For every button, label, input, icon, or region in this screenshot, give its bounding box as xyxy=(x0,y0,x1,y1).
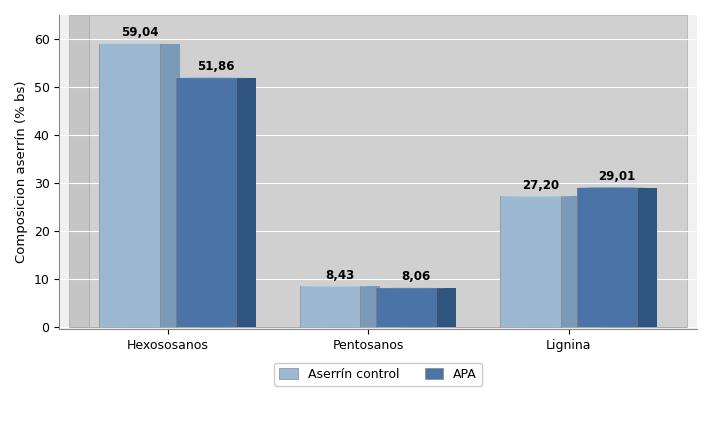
Text: 8,06: 8,06 xyxy=(402,270,431,283)
Bar xyxy=(501,197,560,327)
Polygon shape xyxy=(236,78,256,327)
Bar xyxy=(300,286,360,327)
Bar xyxy=(176,78,236,327)
Ellipse shape xyxy=(501,196,560,197)
Polygon shape xyxy=(637,187,657,327)
Ellipse shape xyxy=(376,288,436,289)
Polygon shape xyxy=(560,197,581,327)
Polygon shape xyxy=(90,15,687,327)
Legend: Aserrín control, APA: Aserrín control, APA xyxy=(274,363,482,386)
Ellipse shape xyxy=(386,326,446,327)
Polygon shape xyxy=(360,286,380,327)
Text: 8,43: 8,43 xyxy=(325,269,355,282)
Ellipse shape xyxy=(110,43,169,44)
Ellipse shape xyxy=(511,196,570,197)
Ellipse shape xyxy=(310,286,370,287)
Ellipse shape xyxy=(100,43,159,44)
Bar xyxy=(577,187,637,327)
Ellipse shape xyxy=(110,326,169,327)
Text: 51,86: 51,86 xyxy=(197,60,234,73)
Ellipse shape xyxy=(300,286,360,287)
Text: 27,20: 27,20 xyxy=(522,178,559,191)
Ellipse shape xyxy=(511,326,570,327)
Ellipse shape xyxy=(577,187,637,188)
Bar xyxy=(376,288,436,327)
Bar xyxy=(100,43,159,327)
Y-axis label: Composicion aserrín (% bs): Composicion aserrín (% bs) xyxy=(15,81,28,263)
Text: 29,01: 29,01 xyxy=(598,170,635,183)
Ellipse shape xyxy=(186,326,246,327)
Ellipse shape xyxy=(587,326,647,327)
Ellipse shape xyxy=(310,326,370,327)
Text: 59,04: 59,04 xyxy=(121,26,158,39)
Ellipse shape xyxy=(386,288,446,289)
Polygon shape xyxy=(159,43,179,327)
Ellipse shape xyxy=(587,187,647,188)
Polygon shape xyxy=(69,15,90,327)
Polygon shape xyxy=(436,288,456,327)
